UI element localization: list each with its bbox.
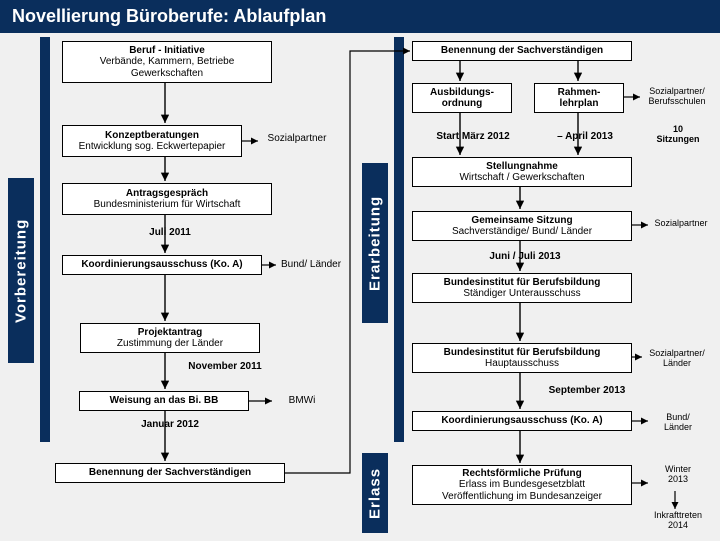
date-end-2013: – April 2013 [540,131,630,142]
date-juli-2011: Juli 2011 [120,227,220,238]
box-ausbildung: Ausbildungs- ordnung [412,83,512,113]
benennung-right-label: Benennung der Sachverständigen [417,45,627,57]
proj-sub: Zustimmung der Länder [85,338,255,350]
ausb-label: Ausbildungs- ordnung [417,87,507,110]
box-gemeinsame: Gemeinsame Sitzung Sachverständige/ Bund… [412,211,632,241]
bibb1-title: Bundesinstitut für Berufsbildung [417,277,627,289]
box-rechts: Rechtsförmliche Prüfung Erlass im Bundes… [412,465,632,505]
label-bmwi: BMWi [272,395,332,406]
date-nov-2011: November 2011 [170,361,280,372]
cap-sozialpartner-2: Sozialpartner [648,219,714,229]
stell-title: Stellungnahme [417,161,627,173]
phase-vorbereitung: Vorbereitung [8,178,34,363]
label-sozialpartner-1: Sozialpartner [258,133,336,144]
box-bibb-haupt: Bundesinstitut für Berufsbildung Hauptau… [412,343,632,373]
konzept-title: Konzeptberatungen [67,130,237,142]
box-koa: Koordinierungsausschuss (Ko. A) [62,255,262,275]
box-bibb-unter: Bundesinstitut für Berufsbildung Ständig… [412,273,632,303]
phase-erlass: Erlass [362,453,388,533]
box-konzept: Konzeptberatungen Entwicklung sog. Eckwe… [62,125,242,157]
weisung-label: Weisung an das Bi. BB [84,395,244,407]
phase-erarbeitung: Erarbeitung [362,163,388,323]
box-benennung-left: Benennung der Sachverständigen [55,463,285,483]
antrag-sub: Bundesministerium für Wirtschaft [67,199,267,211]
box-koa2: Koordinierungsausschuss (Ko. A) [412,411,632,431]
konzept-sub: Entwicklung sog. Eckwertepapier [67,141,237,153]
bibb2-sub: Hauptausschuss [417,358,627,370]
bibb2-title: Bundesinstitut für Berufsbildung [417,347,627,359]
proj-title: Projektantrag [85,327,255,339]
box-antrag: Antragsgespräch Bundesministerium für Wi… [62,183,272,215]
cap-inkraft-2014: Inkrafttreten 2014 [640,511,716,531]
bibb1-sub: Ständiger Unterausschuss [417,288,627,300]
diagram-canvas: Vorbereitung Erarbeitung Erlass Beruf - … [0,33,720,541]
stripe-right [394,37,404,442]
benennung-left-label: Benennung der Sachverständigen [60,467,280,479]
cap-sozialpartner-schulen: Sozialpartner/ Berufsschulen [638,87,716,107]
beruf-title: Beruf - Initiative [67,45,267,57]
gem-sub: Sachverständige/ Bund/ Länder [417,226,627,238]
date-juni-juli-2013: Juni / Juli 2013 [470,251,580,262]
box-benennung-right: Benennung der Sachverständigen [412,41,632,61]
box-stellungnahme: Stellungnahme Wirtschaft / Gewerkschafte… [412,157,632,187]
beruf-sub1: Verbände, Kammern, Betriebe [67,56,267,68]
box-rahmen: Rahmen- lehrplan [534,83,624,113]
antrag-title: Antragsgespräch [67,188,267,200]
cap-sozialpartner-laender: Sozialpartner/ Länder [638,349,716,369]
date-jan-2012: Januar 2012 [120,419,220,430]
date-start-2012: Start März 2012 [418,131,528,142]
box-projektantrag: Projektantrag Zustimmung der Länder [80,323,260,353]
page-title: Novellierung Büroberufe: Ablaufplan [0,0,720,33]
label-bund-laender-1: Bund/ Länder [272,259,350,270]
cap-winter-2013: Winter 2013 [648,465,708,485]
koa-label: Koordinierungsausschuss (Ko. A) [67,259,257,271]
stripe-left [40,37,50,442]
box-beruf-initiative: Beruf - Initiative Verbände, Kammern, Be… [62,41,272,83]
rechts-sub2: Veröffentlichung im Bundesanzeiger [417,491,627,503]
box-weisung: Weisung an das Bi. BB [79,391,249,411]
rechts-sub1: Erlass im Bundesgesetzblatt [417,479,627,491]
date-sept-2013: September 2013 [532,385,642,396]
stell-sub: Wirtschaft / Gewerkschaften [417,172,627,184]
cap-10-sitzungen: 10 Sitzungen [648,125,708,145]
gem-title: Gemeinsame Sitzung [417,215,627,227]
beruf-sub2: Gewerkschaften [67,68,267,80]
rechts-title: Rechtsförmliche Prüfung [417,468,627,480]
koa2-label: Koordinierungsausschuss (Ko. A) [417,415,627,427]
cap-bund-laender: Bund/ Länder [648,413,708,433]
rahmen-label: Rahmen- lehrplan [539,87,619,110]
